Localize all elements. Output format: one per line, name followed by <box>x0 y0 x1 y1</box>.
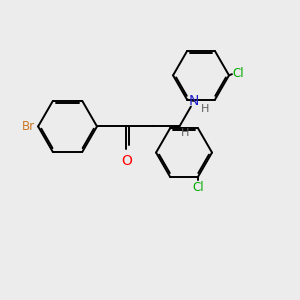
Text: Cl: Cl <box>192 181 204 194</box>
Text: Br: Br <box>22 120 34 133</box>
Text: H: H <box>181 128 189 138</box>
Text: H: H <box>201 104 209 115</box>
Text: O: O <box>121 154 132 168</box>
Text: Cl: Cl <box>232 68 244 80</box>
Text: N: N <box>189 94 200 108</box>
